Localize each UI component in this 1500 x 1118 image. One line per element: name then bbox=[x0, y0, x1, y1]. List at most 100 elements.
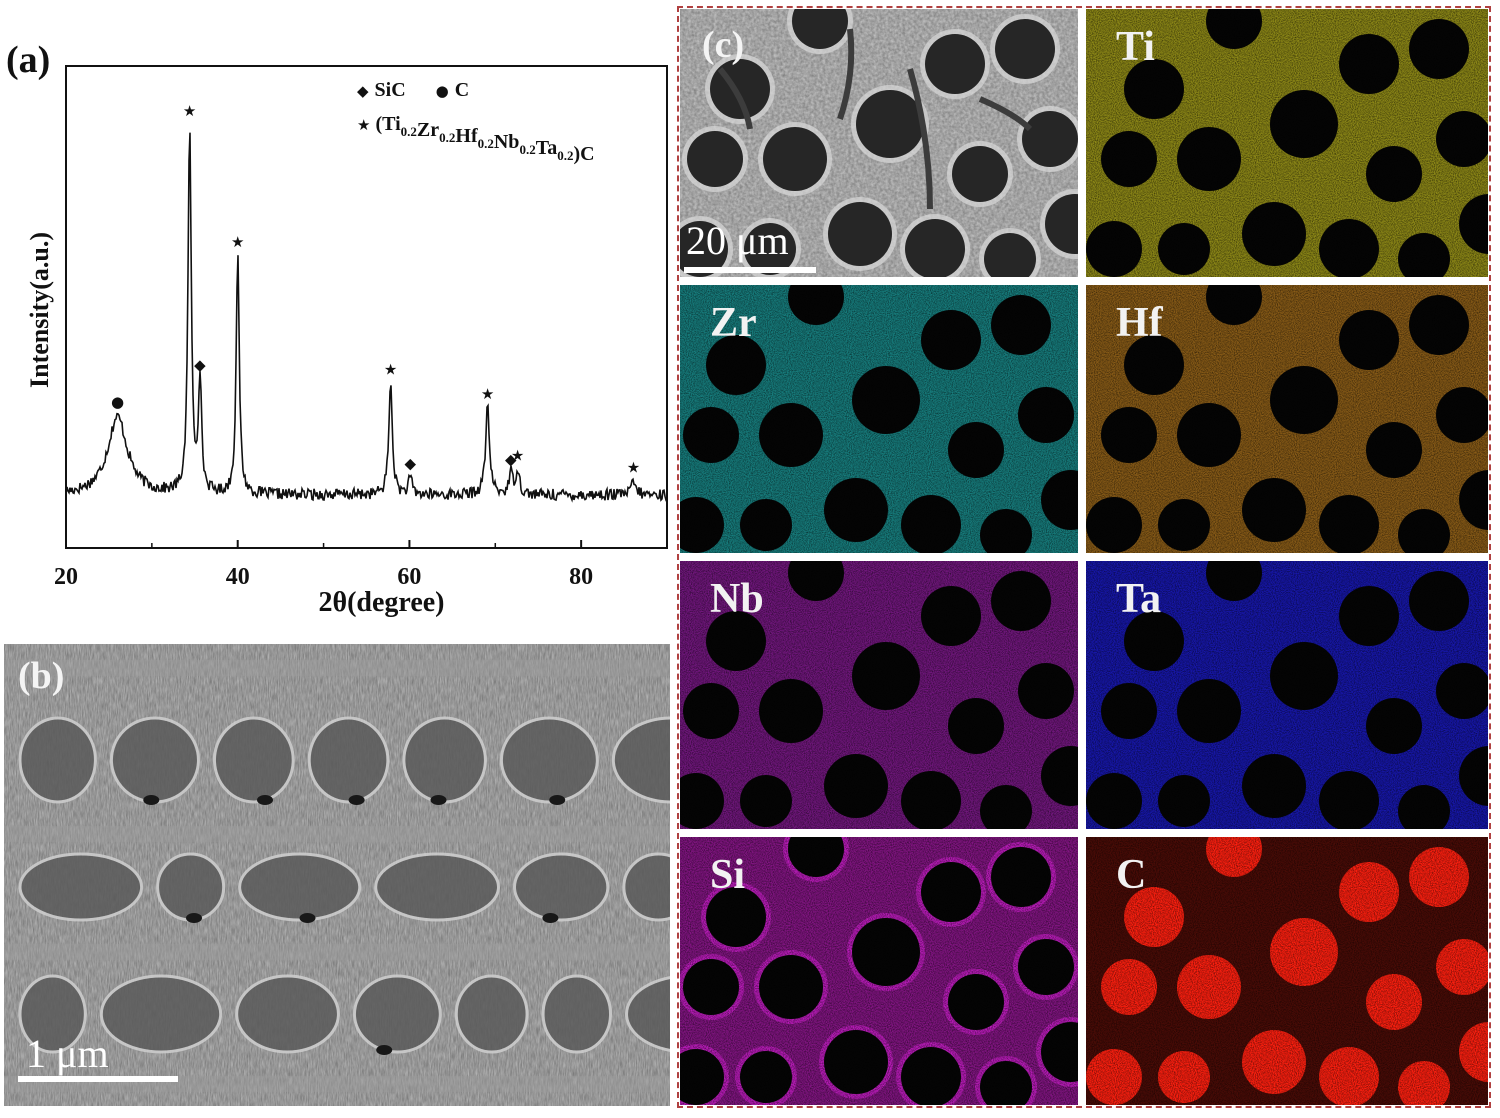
map-label-ti: Ti bbox=[1116, 24, 1155, 70]
sem-fiber-hole bbox=[1045, 194, 1078, 254]
sem-pore bbox=[376, 1045, 393, 1055]
sem-grain bbox=[235, 974, 340, 1054]
sem-texture-b bbox=[4, 644, 670, 1106]
sem-grain bbox=[156, 852, 226, 922]
eds-map-zr: Zr bbox=[680, 285, 1078, 553]
sem-fiber-hole bbox=[687, 131, 743, 187]
sem-image-b: (b) 1 μm bbox=[4, 644, 670, 1106]
peak-marker-hec: ★ bbox=[627, 459, 640, 477]
sem-grain bbox=[307, 716, 390, 804]
legend-row-2: ★ (Ti0.2Zr0.2Hf0.2Nb0.2Ta0.2)C bbox=[357, 113, 595, 165]
eds-map-c: C bbox=[1086, 837, 1488, 1105]
sem-grain bbox=[611, 716, 670, 804]
sem-grain bbox=[18, 716, 97, 804]
sem-fiber-hole bbox=[984, 233, 1036, 277]
scale-label-b: 1 μm bbox=[26, 1031, 109, 1076]
peak-marker-sic: ◆ bbox=[505, 451, 517, 469]
sem-crack bbox=[837, 28, 855, 120]
eds-map-ta: Ta bbox=[1086, 561, 1488, 829]
eds-map-texture bbox=[680, 837, 1078, 1105]
sem-fiber-hole bbox=[744, 223, 796, 275]
sem-grain bbox=[99, 974, 223, 1054]
map-label-ta: Ta bbox=[1116, 576, 1162, 622]
map-label-zr: Zr bbox=[710, 300, 757, 346]
x-tick-label: 80 bbox=[569, 564, 593, 590]
legend: ◆ SiC ● C★ (Ti0.2Zr0.2Hf0.2Nb0.2Ta0.2)C bbox=[357, 79, 595, 165]
legend-symbol-c: ● bbox=[436, 82, 449, 100]
sem-grain bbox=[541, 974, 613, 1054]
scale-bar-c bbox=[684, 267, 816, 273]
sem-fiber-band bbox=[4, 826, 670, 842]
map-speckle bbox=[1086, 837, 1488, 1105]
map-speckle bbox=[1086, 561, 1488, 829]
peak-marker-hec: ★ bbox=[384, 360, 397, 378]
sem-fiber-band bbox=[4, 944, 670, 960]
sem-pore bbox=[299, 913, 316, 923]
peak-marker-hec: ★ bbox=[231, 233, 244, 251]
panel-label-a: (a) bbox=[6, 39, 51, 81]
peak-marker-hec: ★ bbox=[481, 385, 494, 403]
peak-marker-sic: ◆ bbox=[194, 356, 206, 374]
sem-crack bbox=[717, 67, 753, 130]
sem-grain bbox=[109, 716, 200, 804]
sem-fiber-hole bbox=[680, 221, 728, 277]
x-axis-label: 2θ(degree) bbox=[318, 587, 444, 618]
legend-formula-subscript: 0.2 bbox=[478, 136, 494, 151]
legend-formula-subscript: 0.2 bbox=[401, 124, 417, 139]
x-tick-label: 20 bbox=[54, 564, 78, 590]
map-speckle bbox=[680, 561, 1078, 829]
legend-formula-close: )C bbox=[573, 143, 594, 165]
eds-map-texture bbox=[1086, 561, 1488, 829]
panel-label-b: (b) bbox=[18, 655, 65, 697]
sem-grain bbox=[625, 976, 670, 1052]
sem-pore bbox=[143, 795, 160, 805]
sem-fiber-hole bbox=[995, 19, 1055, 79]
eds-map-texture bbox=[1086, 285, 1488, 553]
sem-texture-c bbox=[680, 9, 1078, 277]
sem-grain bbox=[402, 716, 487, 804]
map-speckle bbox=[1086, 9, 1488, 277]
eds-map-texture bbox=[1086, 9, 1488, 277]
sem-pore bbox=[257, 795, 274, 805]
legend-formula-element: Hf bbox=[455, 125, 478, 147]
sem-grain bbox=[454, 974, 529, 1054]
sem-fiber-hole bbox=[1022, 111, 1078, 167]
eds-map-texture bbox=[680, 285, 1078, 553]
sem-crack bbox=[907, 68, 933, 210]
map-label-c: C bbox=[1116, 852, 1147, 898]
scale-bar-b bbox=[18, 1076, 178, 1082]
eds-map-texture bbox=[1086, 837, 1488, 1105]
sem-grain bbox=[499, 716, 599, 804]
sem-grain bbox=[374, 852, 501, 922]
sem-fiber-hole bbox=[905, 219, 965, 277]
legend-formula-element: Nb bbox=[494, 131, 520, 153]
legend-symbol-sic: ◆ bbox=[357, 82, 369, 100]
xrd-marks: 20 40 60 802θ(degree)Intensity(a.u.)●★◆★★◆★… bbox=[25, 65, 668, 618]
map-label-nb: Nb bbox=[710, 576, 764, 622]
eds-map-texture bbox=[680, 561, 1078, 829]
legend-symbol-hec: ★ bbox=[357, 116, 370, 134]
eds-map-nb: Nb bbox=[680, 561, 1078, 829]
sem-grain bbox=[622, 852, 670, 922]
sem-fiber-band bbox=[4, 660, 670, 676]
sem-pore bbox=[430, 795, 447, 805]
legend-formula-subscript: 0.2 bbox=[557, 148, 573, 163]
eds-map-hf: Hf bbox=[1086, 285, 1488, 553]
peak-marker-hec: ★ bbox=[183, 102, 196, 120]
map-speckle bbox=[680, 285, 1078, 553]
eds-map-frame bbox=[677, 6, 1491, 1108]
eds-map-ti: Ti bbox=[1086, 9, 1488, 277]
legend-label-c: C bbox=[455, 79, 469, 101]
sem-fiber-hole bbox=[710, 59, 770, 119]
sem-grain bbox=[18, 974, 87, 1054]
peak-marker-hec: ★ bbox=[511, 446, 524, 464]
legend-formula-element: Zr bbox=[417, 119, 439, 141]
eds-map-si: Si bbox=[680, 837, 1078, 1105]
legend-formula-element: Ta bbox=[536, 137, 558, 159]
peak-marker-sic: ◆ bbox=[405, 455, 417, 473]
legend-formula-subscript: 0.2 bbox=[519, 142, 535, 157]
map-label-hf: Hf bbox=[1116, 300, 1163, 346]
peak-marker-c: ● bbox=[111, 393, 124, 411]
scale-label-c: 20 μm bbox=[686, 218, 789, 263]
sem-grain bbox=[513, 852, 610, 922]
